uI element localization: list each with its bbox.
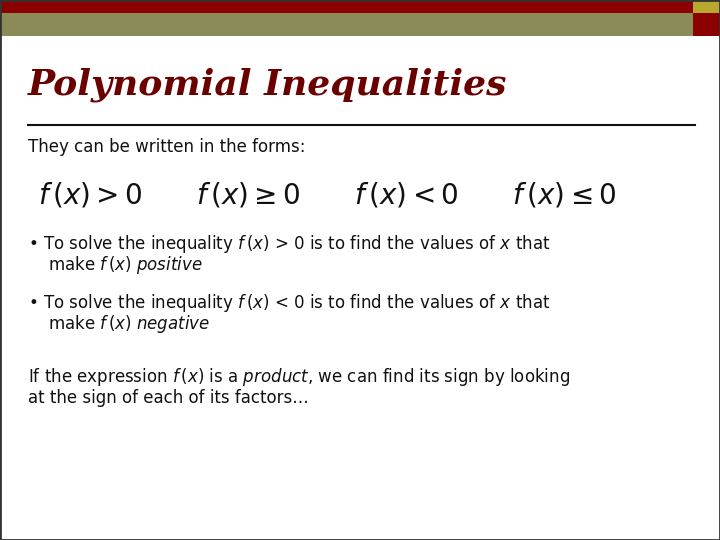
Text: • To solve the inequality $f\,(x)$ < 0 is to find the values of $x$ that: • To solve the inequality $f\,(x)$ < 0 i… xyxy=(28,292,551,314)
Text: $f\,(x)>0\quad\quad f\,(x)\geq 0\quad\quad f\,(x)<0\quad\quad f\,(x)\leq 0$: $f\,(x)>0\quad\quad f\,(x)\geq 0\quad\qu… xyxy=(38,180,617,210)
Text: They can be written in the forms:: They can be written in the forms: xyxy=(28,138,305,156)
Text: make $f\,(x)$ $\it{positive}$: make $f\,(x)$ $\it{positive}$ xyxy=(48,254,202,276)
Bar xyxy=(693,13,720,36)
Text: If the expression $f\,(x)$ is a $\it{product}$, we can find its sign by looking: If the expression $f\,(x)$ is a $\it{pro… xyxy=(28,366,570,388)
Bar xyxy=(693,0,720,13)
Text: at the sign of each of its factors…: at the sign of each of its factors… xyxy=(28,389,309,407)
Text: Polynomial Inequalities: Polynomial Inequalities xyxy=(28,68,508,102)
Text: make $f\,(x)$ $\it{negative}$: make $f\,(x)$ $\it{negative}$ xyxy=(48,313,210,335)
Text: • To solve the inequality $f\,(x)$ > 0 is to find the values of $x$ that: • To solve the inequality $f\,(x)$ > 0 i… xyxy=(28,233,551,255)
Bar xyxy=(0,0,693,13)
Bar xyxy=(0,13,693,36)
